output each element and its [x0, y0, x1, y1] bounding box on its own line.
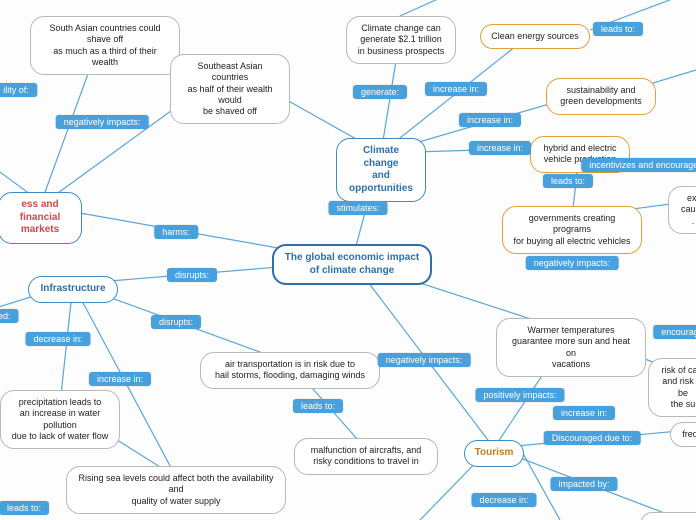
node-gov: governments creating programs for buying… — [502, 206, 642, 254]
label-neg2: negatively impacts: — [378, 353, 471, 367]
label-decrease2: decrease in: — [471, 493, 536, 507]
node-freq: freq — [670, 422, 696, 447]
label-disrupts2: disrupts: — [151, 315, 201, 329]
label-increase5: increase in: — [553, 406, 615, 420]
node-s_asia: South Asian countries could shave off as… — [30, 16, 180, 75]
label-neg3: negatively impacts: — [56, 115, 149, 129]
label-harms: harms: — [154, 225, 198, 239]
label-leads1: leads to: — [543, 174, 593, 188]
node-central: The global economic impact of climate ch… — [272, 244, 432, 285]
label-leads3: leads to: — [0, 501, 49, 515]
label-increase1: increase in: — [425, 82, 487, 96]
label-incent: incentivizes and encourages — [581, 158, 696, 172]
label-increase2: increase in: — [459, 113, 521, 127]
node-malfunc: malfunction of aircrafts, and risky cond… — [294, 438, 438, 475]
node-risk: risk of catc and risk of be the su — [648, 358, 696, 417]
label-ility: ility of: — [0, 83, 37, 97]
label-sed: sed: — [0, 309, 19, 323]
node-trillion: Climate change can generate $2.1 trillio… — [346, 16, 456, 64]
node-sustain: sustainability and green developments — [546, 78, 656, 115]
node-sea: Rising sea levels could affect both the … — [66, 466, 286, 514]
node-warmer: Warmer temperatures guarantee more sun a… — [496, 318, 646, 377]
node-se_asia: Southeast Asian countries as half of the… — [170, 54, 290, 124]
label-disrupts1: disrupts: — [167, 268, 217, 282]
node-cc_opp: Climate change and opportunities — [336, 138, 426, 202]
label-leads_top: leads to: — [593, 22, 643, 36]
label-decrease1: decrease in: — [25, 332, 90, 346]
node-biz: ess and financial markets — [0, 192, 82, 244]
node-tourism: Tourism — [464, 440, 524, 467]
label-generate: generate: — [353, 85, 407, 99]
label-disc: Discouraged due to: — [544, 431, 641, 445]
node-air: air transportation is in risk due to hai… — [200, 352, 380, 389]
label-encourag: encourag — [653, 325, 696, 339]
node-precip: precipitation leads to an increase in wa… — [0, 390, 120, 449]
label-impacted: impacted by: — [550, 477, 617, 491]
label-pos: positively impacts: — [475, 388, 564, 402]
label-leads2: leads to: — [293, 399, 343, 413]
label-increase4: increase in: — [89, 372, 151, 386]
mindmap-canvas: The global economic impact of climate ch… — [0, 0, 696, 520]
node-infra: Infrastructure — [28, 276, 118, 303]
label-neg1: negatively impacts: — [526, 256, 619, 270]
node-ext: ext cause . — [668, 186, 696, 234]
label-stim: stimulates: — [328, 201, 387, 215]
node-clean: Clean energy sources — [480, 24, 590, 49]
node-rising2: ricina water t — [640, 512, 696, 520]
label-increase3: increase in: — [469, 141, 531, 155]
